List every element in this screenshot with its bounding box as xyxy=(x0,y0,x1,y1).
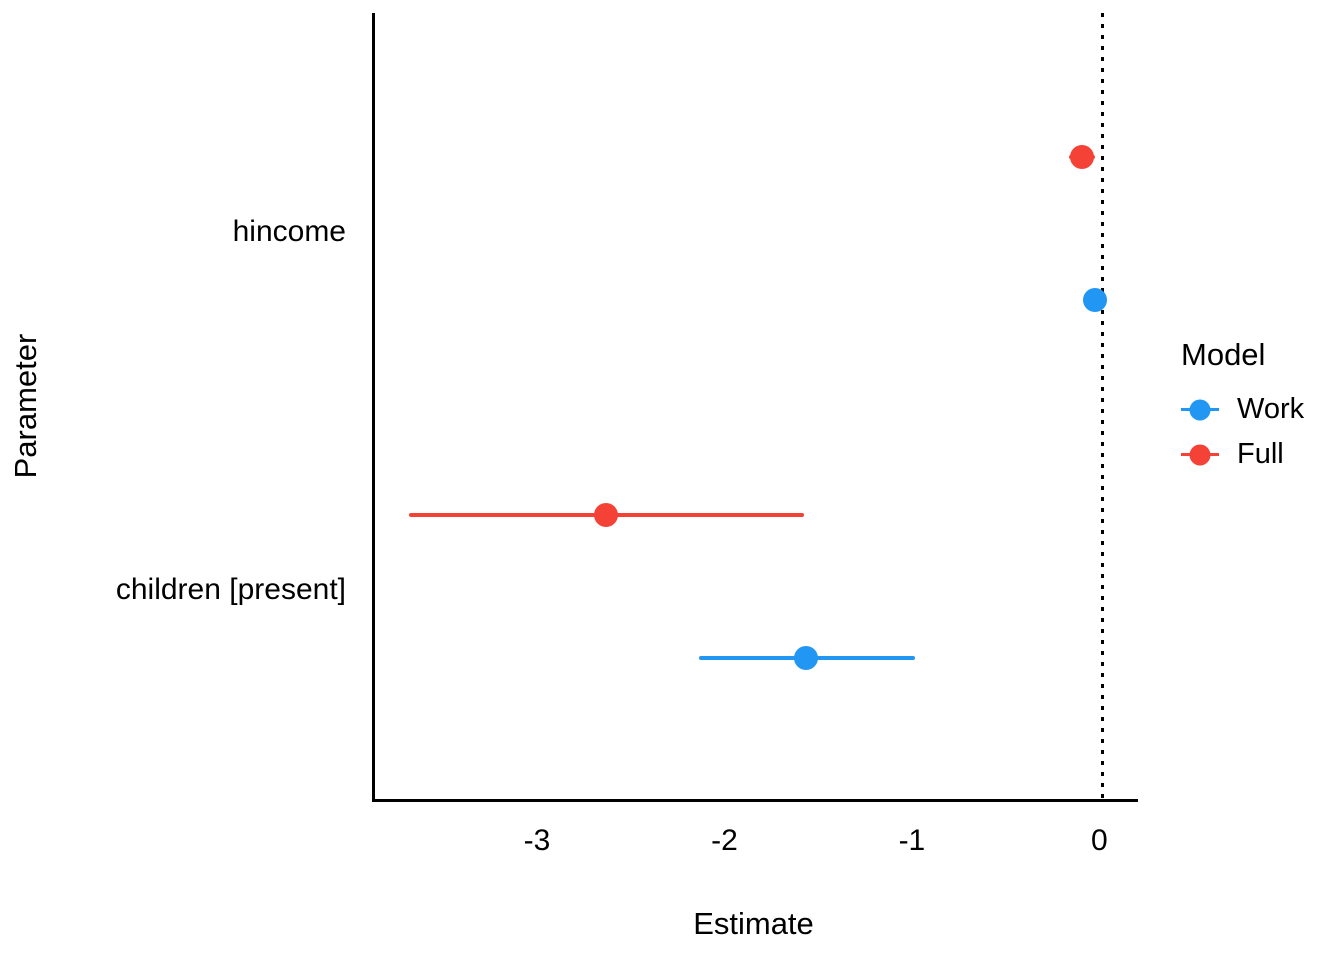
legend-items: Work Full xyxy=(1181,387,1304,477)
x-tick-label: 0 xyxy=(1091,824,1108,857)
zero-reference-line xyxy=(1100,13,1104,799)
x-axis-title: Estimate xyxy=(693,906,814,941)
legend-label: Full xyxy=(1237,438,1284,470)
legend-key-dot xyxy=(1189,444,1211,465)
x-tick-label: -3 xyxy=(523,824,551,857)
estimate-point-full xyxy=(1069,145,1094,169)
legend-key-dot xyxy=(1189,399,1211,420)
legend-label: Work xyxy=(1237,393,1305,425)
x-tick-label: -1 xyxy=(898,824,926,857)
x-tick-label: -2 xyxy=(711,824,738,857)
estimate-point-work xyxy=(1082,288,1107,312)
legend-item-work: Work xyxy=(1181,387,1304,432)
legend-key-dot-icon xyxy=(1181,440,1219,470)
y-category-label: hincome xyxy=(232,215,346,248)
legend-key-dot-icon xyxy=(1181,395,1219,425)
estimate-point-work xyxy=(794,646,819,670)
legend: Model Work Full xyxy=(1181,337,1304,477)
y-axis-title: Parameter xyxy=(8,333,43,479)
y-category-label: children [present] xyxy=(115,573,346,606)
legend-item-full: Full xyxy=(1181,432,1304,477)
plot-panel xyxy=(372,13,1138,802)
estimate-point-full xyxy=(593,503,618,527)
legend-title: Model xyxy=(1181,337,1266,372)
